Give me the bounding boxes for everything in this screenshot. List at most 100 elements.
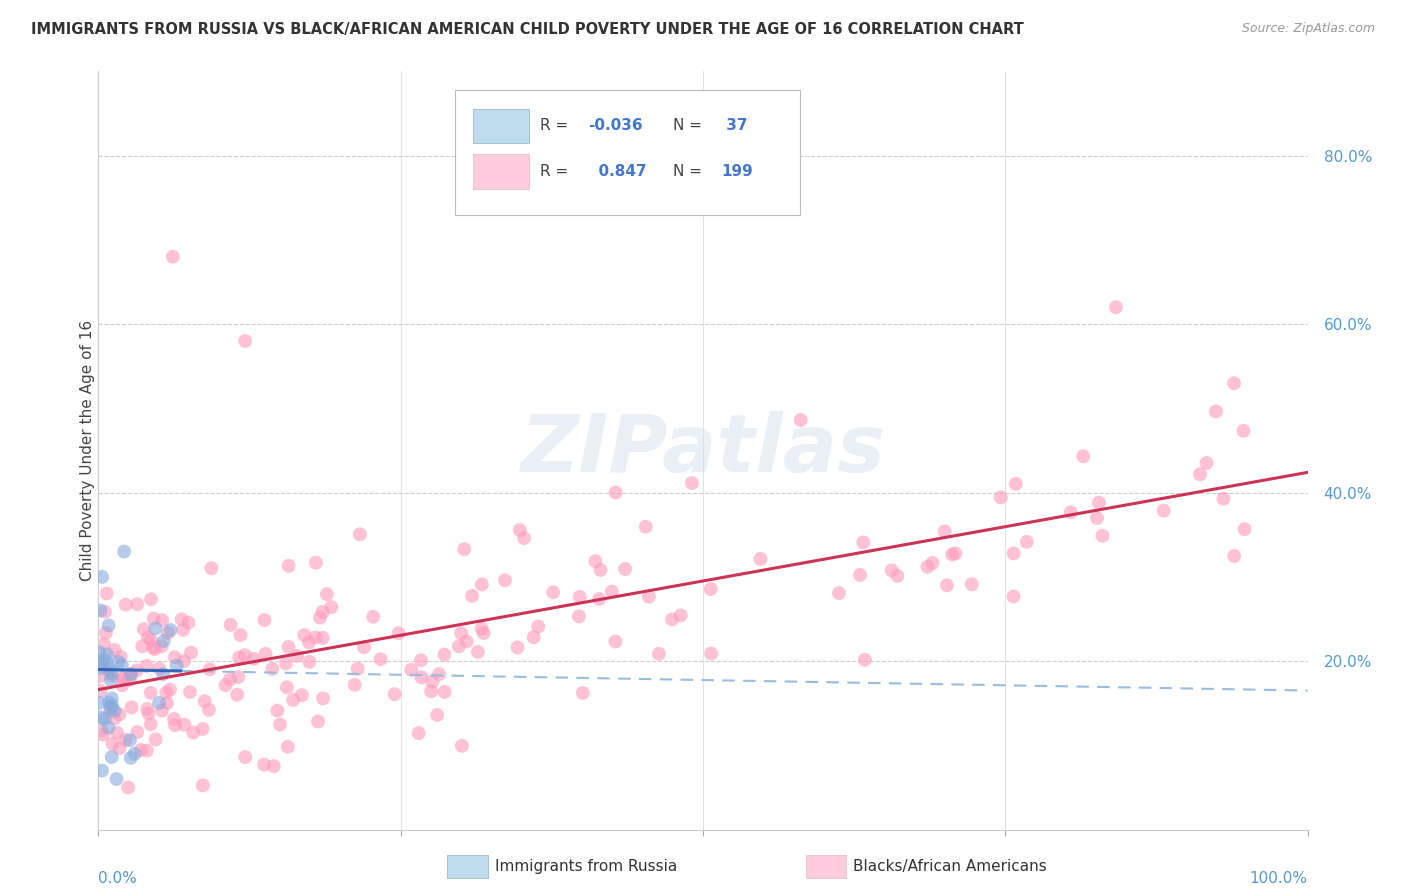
Point <box>107 655 129 669</box>
Point <box>471 622 494 636</box>
Point <box>277 558 299 573</box>
Point <box>152 634 174 648</box>
Point <box>91 764 114 778</box>
Point <box>353 640 375 655</box>
Point <box>880 563 903 577</box>
Text: 0.847: 0.847 <box>588 164 647 179</box>
Point <box>1212 491 1234 506</box>
Point <box>370 652 392 666</box>
Point <box>411 670 433 684</box>
Point <box>108 707 131 722</box>
Point <box>98 665 121 680</box>
Text: R =: R = <box>540 119 572 134</box>
Point <box>127 597 149 611</box>
Point <box>150 613 173 627</box>
Point <box>472 626 495 640</box>
Point <box>105 725 128 739</box>
Point <box>291 688 314 702</box>
Point <box>700 582 723 596</box>
Point <box>135 659 157 673</box>
Point <box>117 780 139 795</box>
Point <box>1205 404 1227 418</box>
Point <box>600 584 623 599</box>
Point <box>921 556 943 570</box>
Point <box>269 717 291 731</box>
Point <box>281 693 304 707</box>
Point <box>311 605 333 619</box>
Point <box>605 485 627 500</box>
Point <box>294 628 316 642</box>
Point <box>120 751 142 765</box>
Point <box>112 672 135 686</box>
Point <box>132 622 155 636</box>
Point <box>307 714 329 729</box>
Point <box>93 637 115 651</box>
Point <box>156 696 179 710</box>
Point <box>139 592 162 607</box>
Point <box>343 678 366 692</box>
Point <box>917 559 939 574</box>
Point <box>159 682 181 697</box>
Point <box>101 737 124 751</box>
Point <box>941 548 963 562</box>
Point <box>89 669 111 683</box>
Point <box>304 631 326 645</box>
Point <box>637 590 659 604</box>
Point <box>129 743 152 757</box>
Y-axis label: Child Poverty Under the Age of 16: Child Poverty Under the Age of 16 <box>80 320 94 581</box>
Point <box>94 625 117 640</box>
Point <box>614 562 637 576</box>
Point <box>90 710 112 724</box>
Point <box>243 652 266 666</box>
Text: Immigrants from Russia: Immigrants from Russia <box>495 859 678 873</box>
Point <box>172 623 194 637</box>
Point <box>183 725 205 739</box>
Point <box>253 613 276 627</box>
Point <box>142 640 165 655</box>
Point <box>263 759 285 773</box>
Point <box>103 711 125 725</box>
Point <box>943 546 966 560</box>
Point <box>179 685 201 699</box>
Point <box>93 712 115 726</box>
Point <box>191 778 214 792</box>
Point <box>96 586 118 600</box>
Point <box>233 334 256 348</box>
Point <box>588 591 610 606</box>
Point <box>285 648 308 663</box>
Point <box>1088 496 1111 510</box>
Point <box>173 718 195 732</box>
Point <box>349 527 371 541</box>
Point <box>298 655 321 669</box>
Point <box>312 691 335 706</box>
Point <box>852 535 875 549</box>
Point <box>101 666 124 681</box>
Point <box>422 674 444 689</box>
Point <box>1223 376 1246 391</box>
Point <box>152 667 174 681</box>
Point <box>589 563 612 577</box>
Point <box>361 609 384 624</box>
Point <box>399 663 422 677</box>
Point <box>426 708 449 723</box>
Point <box>1233 522 1256 536</box>
Point <box>1071 449 1094 463</box>
Point <box>433 685 456 699</box>
FancyBboxPatch shape <box>456 90 800 216</box>
Point <box>139 686 162 700</box>
Point <box>298 635 321 649</box>
Point <box>145 732 167 747</box>
Point <box>229 628 252 642</box>
Point <box>125 664 148 678</box>
Point <box>450 626 472 640</box>
Point <box>135 743 157 757</box>
Point <box>112 544 135 558</box>
Point <box>853 653 876 667</box>
Text: 0.0%: 0.0% <box>98 871 138 887</box>
Point <box>228 650 250 665</box>
Point <box>214 678 236 692</box>
Point <box>1105 300 1128 314</box>
Point <box>1060 505 1083 519</box>
Point <box>409 653 432 667</box>
Point <box>105 772 128 786</box>
